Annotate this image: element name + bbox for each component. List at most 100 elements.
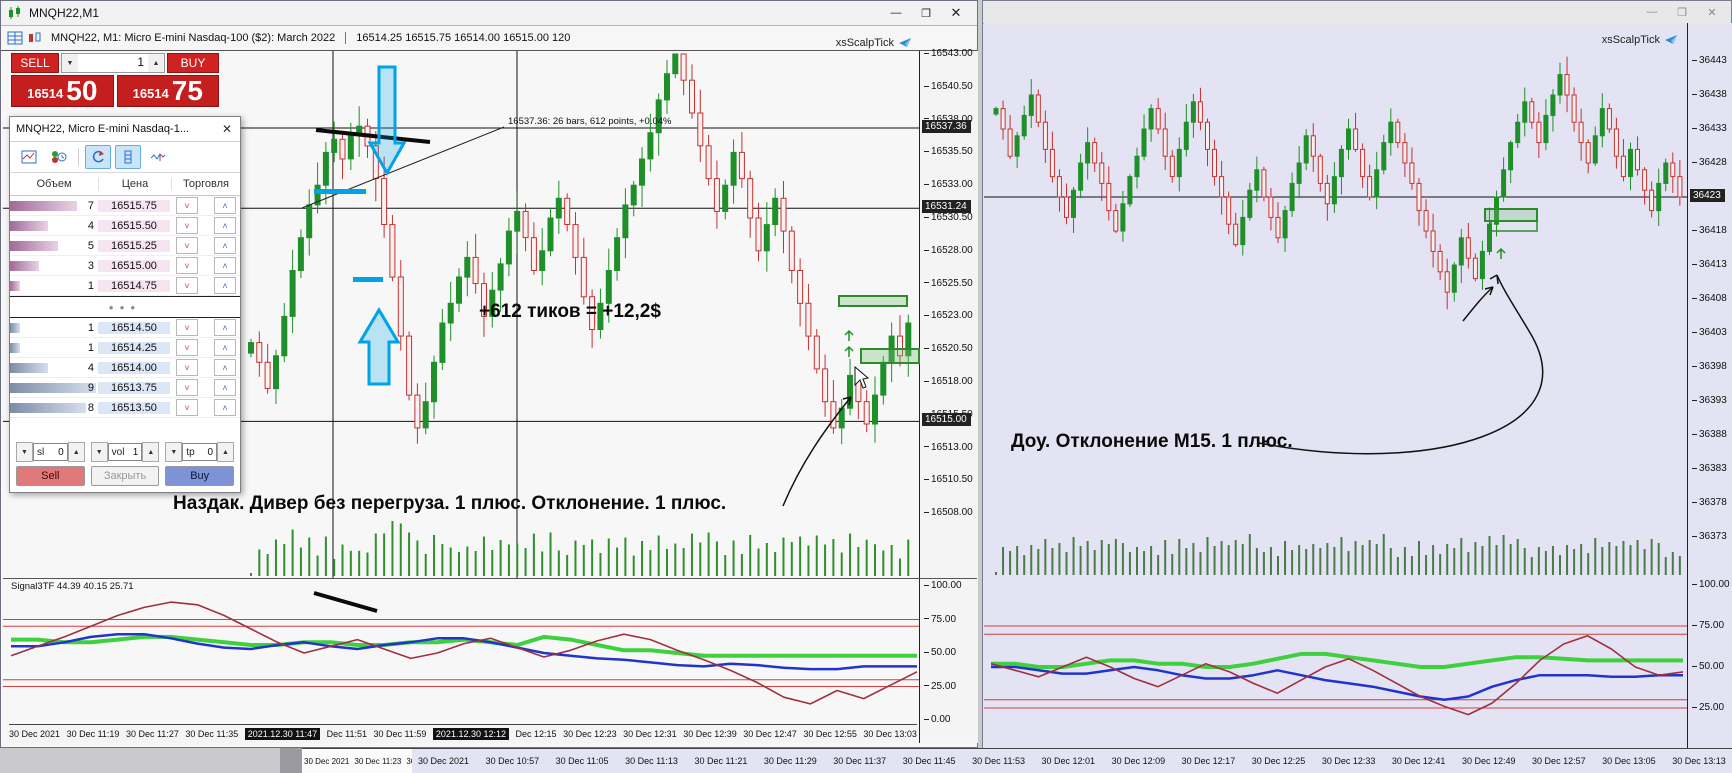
minimize-button[interactable]: — xyxy=(1646,6,1658,18)
sell-chevron-icon[interactable]: ˅ xyxy=(176,379,198,396)
axis-label: 16533.00 xyxy=(924,179,973,190)
sell-chevron-icon[interactable]: ˅ xyxy=(176,217,198,234)
buy-chevron-icon[interactable]: ˄ xyxy=(214,237,236,254)
sell-chevron-icon[interactable]: ˅ xyxy=(176,277,198,294)
sell-chevron-icon[interactable]: ˅ xyxy=(176,257,198,274)
buy-chevron-icon[interactable]: ˄ xyxy=(214,399,236,416)
dom-ask-row[interactable]: 3 16515.00 ˅ ˄ xyxy=(10,256,240,276)
sell-chevron-icon[interactable]: ˅ xyxy=(176,197,198,214)
sell-chevron-icon[interactable]: ˅ xyxy=(176,319,198,336)
buy-chevron-icon[interactable]: ˄ xyxy=(214,257,236,274)
buy-chevron-icon[interactable]: ˄ xyxy=(214,379,236,396)
chart-mode-icon[interactable] xyxy=(16,145,42,169)
dom-buy-button[interactable]: Buy xyxy=(165,466,235,486)
vol-value[interactable]: 1 xyxy=(132,446,139,458)
dom-ask-row[interactable]: 4 16515.50 ˅ ˄ xyxy=(10,216,240,236)
volume-bar xyxy=(10,240,58,251)
lot-value[interactable]: 1 xyxy=(137,55,144,69)
axis-label: 16520.50 xyxy=(924,343,973,354)
tp-stepper[interactable]: ▼ tp 0 ▲ xyxy=(165,442,235,462)
quotes-grid-icon[interactable] xyxy=(7,31,23,45)
time-axis-label: 30 Dec 10:57 xyxy=(485,756,540,766)
buy-button[interactable]: BUY xyxy=(167,53,219,73)
dom-ladder-icon[interactable] xyxy=(115,145,141,169)
dom-footer: ▼ sl 0 ▲ ▼ vol 1 ▲ ▼ tp 0 ▲ xyxy=(10,442,240,486)
right-chart-plot[interactable] xyxy=(984,23,1687,749)
minimize-button[interactable]: — xyxy=(890,7,902,19)
axis-label: 16518.00 xyxy=(924,376,973,387)
dom-bid-row[interactable]: 9 16513.75 ˅ ˄ xyxy=(10,378,240,398)
axis-label: 36408 xyxy=(1692,293,1727,304)
column-volume: Объем xyxy=(36,178,72,190)
lot-stepper[interactable]: ▼ 1 ▲ xyxy=(61,53,165,73)
sell-chevron-icon[interactable]: ˅ xyxy=(176,359,198,376)
chart-shift-icon[interactable] xyxy=(27,31,43,45)
dom-ask-row[interactable]: 5 16515.25 ˅ ˄ xyxy=(10,236,240,256)
axis-label: 100.00 xyxy=(1692,579,1730,590)
lot-decrease-icon[interactable]: ▼ xyxy=(62,54,78,72)
sell-button[interactable]: SELL xyxy=(11,53,59,73)
buy-chevron-icon[interactable]: ˄ xyxy=(214,197,236,214)
left-price-axis[interactable]: 16543.00 16540.50 16538.00 16535.50 16533.00… xyxy=(919,48,978,743)
dom-bid-row[interactable]: 4 16514.00 ˅ ˄ xyxy=(10,358,240,378)
pane-divider[interactable] xyxy=(3,578,977,579)
pullback-mode-icon[interactable] xyxy=(85,145,111,169)
tp-value[interactable]: 0 xyxy=(207,446,214,458)
close-button[interactable]: ✕ xyxy=(950,5,962,20)
left-window-titlebar[interactable]: MNQH22,M1 — ❐ ✕ xyxy=(1,1,977,26)
left-time-axis[interactable]: 30 Dec 2021 30 Dec 11:19 30 Dec 11:27 30 De… xyxy=(9,724,917,743)
dom-close-icon[interactable]: ✕ xyxy=(221,122,232,136)
buy-chevron-icon[interactable]: ˄ xyxy=(214,359,236,376)
indicator-label: Signal3TF 44.39 40.15 25.71 xyxy=(11,581,134,592)
lot-increase-icon[interactable]: ▲ xyxy=(148,54,164,72)
time-axis-label: 30 Dec 11:23 xyxy=(354,756,402,766)
maximize-button[interactable]: ❐ xyxy=(1677,6,1687,19)
vol-increase-icon[interactable]: ▲ xyxy=(142,442,160,462)
axis-label: 50.00 xyxy=(924,647,956,658)
dom-close-position-button[interactable]: Закрыть xyxy=(90,466,160,486)
sell-chevron-icon[interactable]: ˅ xyxy=(176,399,198,416)
dom-ask-row[interactable]: 1 16514.75 ˅ ˄ xyxy=(10,276,240,296)
close-button[interactable]: ✕ xyxy=(1707,6,1717,19)
tp-decrease-icon[interactable]: ▼ xyxy=(165,442,183,462)
axis-label: 25.00 xyxy=(924,681,956,692)
tp-increase-icon[interactable]: ▲ xyxy=(217,442,235,462)
right-window-titlebar[interactable]: — ❐ ✕ xyxy=(983,1,1731,24)
time-axis-label: 30 Dec 13:13 xyxy=(1672,756,1726,766)
sell-chevron-icon[interactable]: ˅ xyxy=(176,237,198,254)
price-axis-badge: 36423 xyxy=(1690,189,1725,202)
time-axis-label: 30 Dec 11:59 xyxy=(373,729,427,739)
dom-titlebar[interactable]: MNQH22, Micro E-mini Nasdaq-1... ✕ xyxy=(10,117,240,142)
right-price-axis[interactable]: 36443 36438 36433 36428 36423 36418 36413 36408… xyxy=(1687,23,1732,749)
sell-price-tile[interactable]: 16514 50 xyxy=(11,75,114,107)
sl-value[interactable]: 0 xyxy=(58,446,64,458)
xsscalptick-watermark: xsScalpTick xyxy=(836,37,913,49)
price-cell: 16515.75 xyxy=(98,199,170,212)
sl-increase-icon[interactable]: ▲ xyxy=(67,442,85,462)
dom-bid-row[interactable]: 1 16514.50 ˅ ˄ xyxy=(10,318,240,338)
time-axis-label: 30 De xyxy=(406,756,412,766)
price-axis-badge: 16515.00 xyxy=(922,413,971,427)
volume-bar xyxy=(10,362,48,373)
time-axis-label: 30 Dec 12:17 xyxy=(1181,756,1236,766)
sl-decrease-icon[interactable]: ▼ xyxy=(16,442,33,462)
tick-chart-icon[interactable] xyxy=(145,145,171,169)
dom-sell-button[interactable]: Sell xyxy=(16,466,85,486)
time-and-sales-icon[interactable] xyxy=(46,145,72,169)
sell-chevron-icon[interactable]: ˅ xyxy=(176,339,198,356)
vol-decrease-icon[interactable]: ▼ xyxy=(90,442,108,462)
buy-chevron-icon[interactable]: ˄ xyxy=(214,339,236,356)
vol-stepper[interactable]: ▼ vol 1 ▲ xyxy=(90,442,160,462)
buy-chevron-icon[interactable]: ˄ xyxy=(214,277,236,294)
buy-chevron-icon[interactable]: ˄ xyxy=(214,319,236,336)
dom-ask-row[interactable]: 7 16515.75 ˅ ˄ xyxy=(10,196,240,216)
maximize-button[interactable]: ❐ xyxy=(921,7,931,20)
time-axis-label: 30 Dec 11:37 xyxy=(833,756,887,766)
buy-chevron-icon[interactable]: ˄ xyxy=(214,217,236,234)
sl-stepper[interactable]: ▼ sl 0 ▲ xyxy=(16,442,85,462)
bottom-note: Наздак. Дивер без перегруза. 1 плюс. Отк… xyxy=(173,493,727,514)
xsscalptick-icon xyxy=(1665,35,1677,44)
dom-bid-row[interactable]: 1 16514.25 ˅ ˄ xyxy=(10,338,240,358)
buy-price-tile[interactable]: 16514 75 xyxy=(116,75,219,107)
dom-bid-row[interactable]: 8 16513.50 ˅ ˄ xyxy=(10,398,240,418)
